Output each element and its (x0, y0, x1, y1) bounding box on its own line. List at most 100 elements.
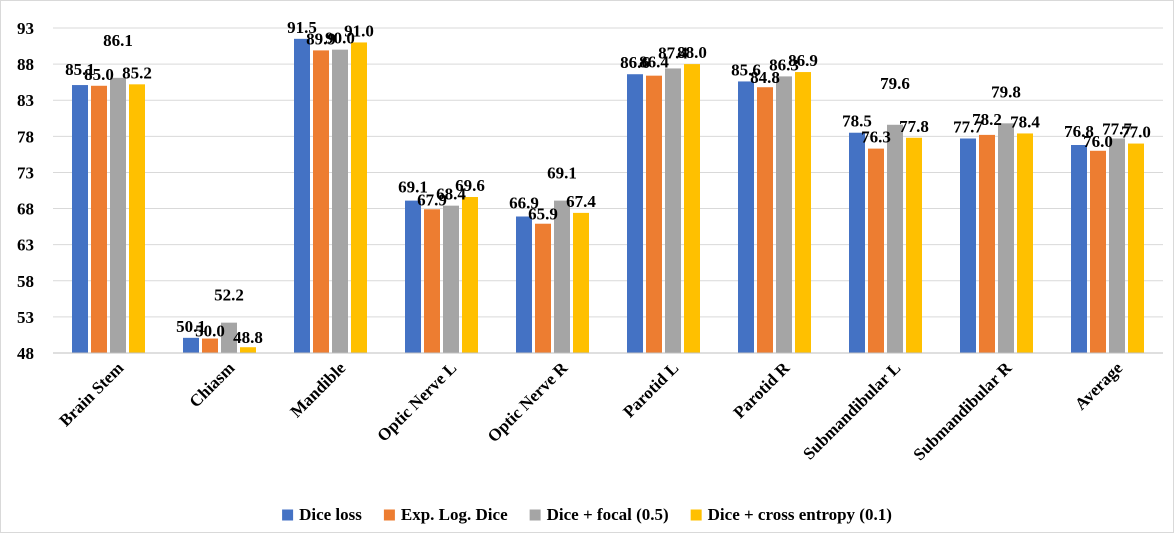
y-tick-label: 78 (17, 127, 34, 146)
bar-dice-loss-optic-nerve-r (516, 216, 532, 353)
data-labels: 85.185.0 86.1 85.2 50.150.0 52.2 48.8 91.589.9… (65, 18, 1151, 347)
data-label: 52.2 (214, 286, 244, 305)
x-tick-label: Optic Nerve L (373, 358, 460, 445)
data-label: 86.3 (769, 55, 799, 74)
bar-dice-cross-entropy-0-1-mandible (351, 42, 367, 353)
bar-dice-loss-parotid-r (738, 81, 754, 353)
data-label: 50.0 (195, 322, 225, 341)
bar-dice-focal-0-5-parotid-r (776, 76, 792, 353)
bar-exp-log-dice-submandibular-r (979, 134, 995, 353)
legend: Dice loss Exp. Log. Dice Dice + focal (0.5… (282, 505, 892, 524)
x-tick-label: Mandible (286, 358, 349, 421)
bar-dice-cross-entropy-0-1-average (1128, 143, 1144, 353)
bar-exp-log-dice-average (1090, 150, 1106, 353)
bar-dice-focal-0-5-optic-nerve-l (443, 205, 459, 353)
y-tick-label: 58 (17, 272, 34, 291)
y-tick-label: 83 (17, 91, 34, 110)
bar-dice-cross-entropy-0-1-chiasm (240, 347, 256, 353)
x-tick-label: Submandibular R (910, 358, 1016, 464)
legend-label: Dice + cross entropy (0.1) (708, 505, 892, 524)
x-tick-label: Parotid L (619, 358, 682, 421)
bar-dice-loss-mandible (294, 38, 310, 353)
bars (72, 38, 1144, 354)
y-tick-label: 93 (17, 19, 34, 38)
data-label: 69.1 (547, 164, 577, 183)
bar-dice-loss-brain-stem (72, 85, 88, 354)
data-label: 77.7 (1102, 120, 1132, 139)
data-label: 67.9 (417, 190, 447, 209)
data-label: 48.8 (233, 328, 263, 347)
bar-exp-log-dice-optic-nerve-l (424, 209, 440, 353)
x-tick-label: Average (1071, 358, 1127, 414)
data-label: 79.6 (880, 74, 910, 93)
data-label: 86.1 (103, 31, 133, 50)
bar-dice-cross-entropy-0-1-optic-nerve-l (462, 197, 478, 353)
y-tick-label: 73 (17, 163, 34, 182)
bar-dice-loss-submandibular-l (849, 132, 865, 353)
bar-dice-loss-chiasm (183, 337, 199, 353)
data-label: 91.5 (287, 18, 317, 37)
bar-exp-log-dice-submandibular-l (868, 148, 884, 353)
y-tick-label: 88 (17, 55, 34, 74)
data-label: 77.8 (899, 117, 929, 136)
legend-label: Dice + focal (0.5) (547, 505, 669, 524)
bar-dice-focal-0-5-chiasm (221, 322, 237, 353)
bar-dice-loss-optic-nerve-l (405, 200, 421, 353)
y-tick-label: 63 (17, 236, 34, 255)
bar-dice-loss-submandibular-r (960, 138, 976, 353)
legend-label: Exp. Log. Dice (401, 505, 508, 524)
data-label: 79.8 (991, 82, 1021, 101)
legend-swatch-dice-cross-entropy-0-1 (690, 509, 702, 521)
data-label: 86.6 (620, 53, 650, 72)
bar-dice-cross-entropy-0-1-parotid-r (795, 72, 811, 354)
bar-exp-log-dice-mandible (313, 50, 329, 354)
x-tick-label: Submandibular L (799, 358, 904, 463)
data-label: 84.8 (750, 68, 780, 87)
data-label: 88.0 (677, 43, 707, 62)
data-label: 85.0 (84, 65, 114, 84)
data-label: 86.9 (788, 51, 818, 70)
y-tick-label: 53 (17, 308, 34, 327)
bar-dice-focal-0-5-average (1109, 138, 1125, 353)
bar-dice-focal-0-5-submandibular-r (998, 123, 1014, 353)
data-label: 68.4 (436, 185, 466, 204)
x-tick-label: Optic Nerve R (484, 358, 572, 446)
bar-dice-focal-0-5-submandibular-l (887, 124, 903, 354)
data-label: 77.0 (1121, 123, 1151, 142)
bar-dice-cross-entropy-0-1-parotid-l (684, 64, 700, 353)
data-label: 78.2 (972, 110, 1002, 129)
x-tick-label: Brain Stem (55, 358, 127, 430)
bar-exp-log-dice-optic-nerve-r (535, 223, 551, 353)
data-label: 90.0 (325, 29, 355, 48)
data-label: 86.4 (639, 53, 669, 72)
bar-dice-loss-parotid-l (627, 74, 643, 353)
bar-dice-focal-0-5-parotid-l (665, 68, 681, 353)
data-label: 91.0 (344, 21, 374, 40)
data-label: 85.2 (122, 63, 152, 82)
legend-swatch-exp-log-dice (383, 509, 395, 521)
data-label: 76.3 (861, 128, 891, 147)
data-label: 65.9 (528, 205, 558, 224)
data-label: 89.9 (306, 29, 336, 48)
data-label: 69.1 (398, 178, 428, 197)
data-label: 85.6 (731, 60, 761, 79)
y-tick-label: 68 (17, 200, 34, 219)
data-label: 67.4 (566, 192, 596, 211)
bar-dice-focal-0-5-brain-stem (110, 77, 126, 353)
data-label: 85.1 (65, 60, 95, 79)
y-tick-label: 48 (17, 344, 34, 363)
data-label: 78.5 (842, 112, 872, 131)
bar-dice-cross-entropy-0-1-submandibular-l (906, 137, 922, 353)
data-label: 76.8 (1064, 122, 1094, 141)
bar-dice-loss-average (1071, 145, 1087, 353)
bar-dice-cross-entropy-0-1-submandibular-r (1017, 133, 1033, 353)
bar-dice-cross-entropy-0-1-optic-nerve-r (573, 212, 589, 353)
bar-exp-log-dice-parotid-l (646, 75, 662, 354)
legend-swatch-dice-focal-0-5 (529, 509, 541, 521)
bar-exp-log-dice-parotid-r (757, 87, 773, 353)
legend-label: Dice loss (299, 505, 362, 524)
bar-exp-log-dice-chiasm (202, 338, 218, 353)
bar-dice-focal-0-5-mandible (332, 49, 348, 354)
bar-exp-log-dice-brain-stem (91, 85, 107, 354)
